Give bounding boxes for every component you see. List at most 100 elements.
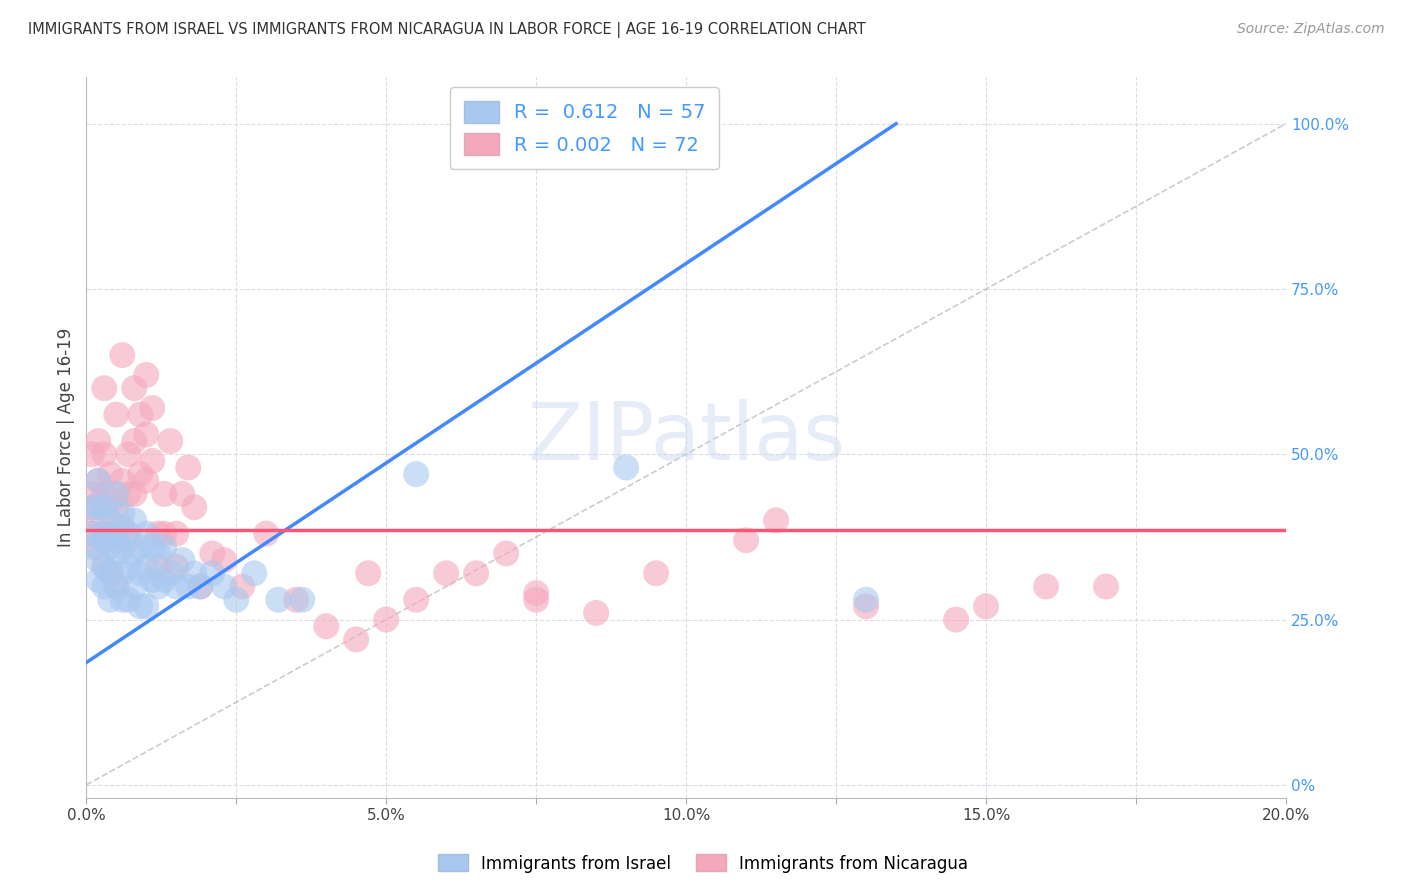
Point [148,580,170,594]
Point [495,546,517,560]
Point [614,460,637,475]
Point [129,566,152,581]
Point [111,592,134,607]
Point [117,487,139,501]
Point [117,533,139,548]
Point [465,566,488,581]
Point [183,566,205,581]
Point [285,592,308,607]
Point [98,526,121,541]
Point [87,573,110,587]
Point [357,566,380,581]
Point [111,474,134,488]
Point [231,580,253,594]
Point [87,500,110,515]
Point [111,540,134,554]
Point [111,566,134,581]
Point [93,447,115,461]
Point [188,580,211,594]
Text: ZIPatlas: ZIPatlas [527,399,845,476]
Point [105,487,128,501]
Point [105,580,128,594]
Point [105,526,128,541]
Point [87,474,110,488]
Point [93,580,115,594]
Point [93,526,115,541]
Point [141,573,163,587]
Point [135,559,157,574]
Point [153,526,176,541]
Point [141,401,163,415]
Point [111,520,134,534]
Point [117,592,139,607]
Point [124,487,146,501]
Point [315,619,337,633]
Point [98,513,121,527]
Point [141,454,163,468]
Point [98,493,121,508]
Point [105,500,128,515]
Point [98,566,121,581]
Point [148,559,170,574]
Point [93,500,115,515]
Point [344,632,367,647]
Point [117,526,139,541]
Point [93,526,115,541]
Legend: R =  0.612   N = 57, R = 0.002   N = 72: R = 0.612 N = 57, R = 0.002 N = 72 [450,87,720,169]
Legend: Immigrants from Israel, Immigrants from Nicaragua: Immigrants from Israel, Immigrants from … [432,847,974,880]
Point [165,526,187,541]
Point [98,467,121,482]
Point [855,599,877,614]
Point [82,500,104,515]
Point [165,580,187,594]
Point [434,566,457,581]
Point [765,513,787,527]
Point [117,559,139,574]
Point [98,566,121,581]
Point [1035,580,1057,594]
Point [82,500,104,515]
Point [135,599,157,614]
Point [82,487,104,501]
Point [98,592,121,607]
Point [201,566,224,581]
Point [645,566,668,581]
Point [129,467,152,482]
Point [945,613,967,627]
Point [87,513,110,527]
Point [172,553,194,567]
Point [153,540,176,554]
Point [188,580,211,594]
Point [111,348,134,362]
Point [135,368,157,382]
Point [124,513,146,527]
Point [148,526,170,541]
Point [855,592,877,607]
Point [212,553,235,567]
Point [87,474,110,488]
Point [243,566,266,581]
Point [974,599,997,614]
Point [129,540,152,554]
Point [93,533,115,548]
Point [405,467,427,482]
Point [87,553,110,567]
Point [105,408,128,422]
Point [82,540,104,554]
Point [105,546,128,560]
Point [177,460,200,475]
Point [183,500,205,515]
Point [254,526,277,541]
Y-axis label: In Labor Force | Age 16-19: In Labor Force | Age 16-19 [58,328,75,548]
Point [105,580,128,594]
Point [165,559,187,574]
Point [153,573,176,587]
Point [267,592,290,607]
Point [93,559,115,574]
Point [135,474,157,488]
Point [87,434,110,448]
Point [124,546,146,560]
Point [172,487,194,501]
Point [159,434,181,448]
Point [129,408,152,422]
